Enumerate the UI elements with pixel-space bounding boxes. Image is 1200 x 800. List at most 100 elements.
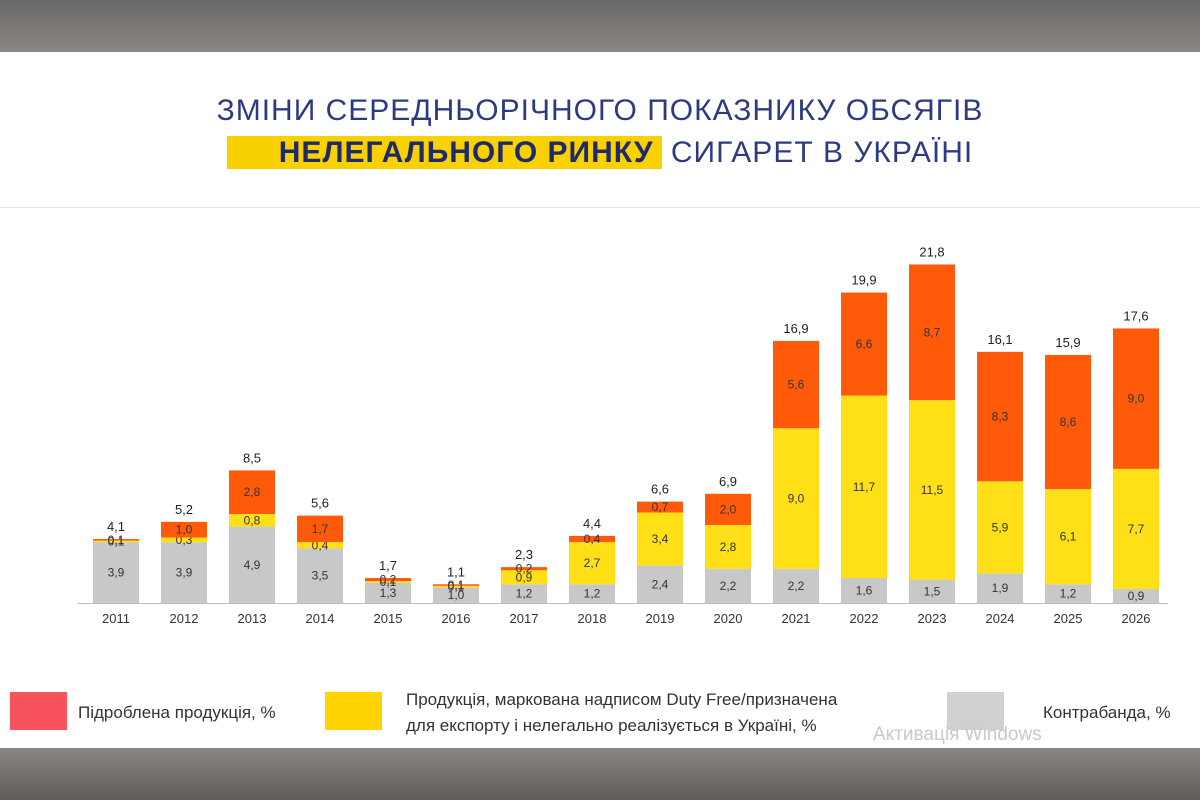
value-label-contraband-2018: 1,2: [584, 587, 601, 601]
value-label-counterfeit-2017: 0,2: [516, 562, 533, 576]
bar-segment-duty-free-2018: [569, 542, 615, 585]
bar-segment-counterfeit-2019: [637, 501, 683, 513]
total-label-2022: 19,9: [851, 273, 876, 288]
bar-segment-contraband-2026: [1113, 588, 1159, 603]
bar-segment-contraband-2016: [433, 587, 479, 603]
title-line1: ЗМІНИ СЕРЕДНЬОРІЧНОГО ПОКАЗНИКУ ОБСЯГІВ: [216, 94, 984, 127]
bar-segment-duty-free-2012: [161, 537, 207, 543]
value-label-contraband-2021: 2,2: [788, 579, 805, 593]
bar-segment-contraband-2023: [909, 579, 955, 603]
legend-label-duty-free-line1: Продукція, маркована надписом Duty Free/…: [406, 690, 838, 709]
value-label-contraband-2016: 1,0: [448, 588, 465, 602]
x-tick-label-2017: 2017: [510, 611, 539, 626]
value-label-contraband-2017: 1,2: [516, 587, 533, 601]
title-highlight: НЕЛЕГАЛЬНОГО РИНКУ: [226, 136, 662, 169]
value-label-duty-free-2023: 11,5: [921, 483, 944, 497]
x-tick-label-2013: 2013: [238, 611, 267, 626]
title-divider: [0, 207, 1200, 208]
x-tick-label-2024: 2024: [986, 611, 1015, 626]
value-label-contraband-2014: 3,5: [312, 569, 329, 583]
bar-segment-duty-free-2019: [637, 512, 683, 566]
value-label-counterfeit-2023: 8,7: [924, 325, 941, 339]
value-label-counterfeit-2016: 0,1: [448, 578, 465, 592]
total-label-2018: 4,4: [583, 516, 601, 531]
value-label-counterfeit-2026: 9,0: [1128, 392, 1145, 406]
bar-segment-contraband-2012: [161, 542, 207, 603]
value-label-counterfeit-2024: 8,3: [992, 410, 1009, 424]
bar-segment-counterfeit-2016: [433, 584, 479, 586]
value-label-contraband-2025: 1,2: [1060, 587, 1077, 601]
bar-segment-counterfeit-2015: [365, 578, 411, 582]
value-label-duty-free-2011: 0,1: [108, 534, 125, 548]
total-label-2015: 1,7: [379, 558, 397, 573]
value-label-duty-free-2017: 0,9: [516, 570, 533, 584]
bar-segment-counterfeit-2011: [93, 539, 139, 541]
value-label-counterfeit-2020: 2,0: [720, 502, 737, 516]
bar-segment-contraband-2019: [637, 565, 683, 603]
total-label-2024: 16,1: [987, 332, 1012, 347]
value-label-duty-free-2019: 3,4: [652, 532, 669, 546]
x-tick-label-2012: 2012: [170, 611, 199, 626]
bar-segment-contraband-2020: [705, 568, 751, 603]
bar-segment-contraband-2014: [297, 548, 343, 603]
legend-label-counterfeit: Підроблена продукція, %: [78, 703, 276, 722]
value-label-counterfeit-2022: 6,6: [856, 337, 873, 351]
total-label-2016: 1,1: [447, 564, 465, 579]
bar-segment-counterfeit-2012: [161, 521, 207, 538]
value-label-counterfeit-2019: 0,7: [652, 500, 669, 514]
value-label-duty-free-2026: 7,7: [1128, 522, 1145, 536]
x-tick-label-2016: 2016: [442, 611, 471, 626]
bar-segment-counterfeit-2026: [1113, 328, 1159, 469]
bar-segment-duty-free-2023: [909, 400, 955, 580]
value-label-contraband-2011: 3,9: [108, 566, 125, 580]
total-label-2014: 5,6: [311, 496, 329, 511]
total-label-2023: 21,8: [919, 244, 944, 259]
bar-segment-duty-free-2024: [977, 481, 1023, 574]
bar-segment-contraband-2015: [365, 582, 411, 603]
value-label-contraband-2012: 3,9: [176, 566, 193, 580]
bar-segment-contraband-2011: [93, 542, 139, 603]
total-label-2021: 16,9: [783, 321, 808, 336]
x-tick-label-2023: 2023: [918, 611, 947, 626]
bar-segment-duty-free-2011: [93, 540, 139, 543]
value-label-counterfeit-2025: 8,6: [1060, 415, 1077, 429]
bar-segment-duty-free-2021: [773, 428, 819, 569]
bar-segment-counterfeit-2024: [977, 351, 1023, 482]
bar-segment-duty-free-2016: [433, 585, 479, 588]
total-label-2026: 17,6: [1123, 308, 1148, 323]
total-label-2020: 6,9: [719, 474, 737, 489]
bar-segment-contraband-2021: [773, 568, 819, 603]
value-label-counterfeit-2015: 0,2: [380, 573, 397, 587]
value-label-duty-free-2018: 2,7: [584, 556, 601, 570]
bar-segment-counterfeit-2022: [841, 292, 887, 396]
x-tick-label-2018: 2018: [578, 611, 607, 626]
bar-segment-counterfeit-2025: [1045, 354, 1091, 490]
value-label-duty-free-2016: 0,1: [448, 580, 465, 594]
value-label-contraband-2015: 1,3: [380, 586, 397, 600]
bar-segment-counterfeit-2023: [909, 264, 955, 401]
value-label-counterfeit-2014: 1,7: [312, 522, 329, 536]
value-label-contraband-2024: 1,9: [992, 581, 1009, 595]
total-label-2011: 4,1: [107, 519, 125, 534]
x-tick-label-2022: 2022: [850, 611, 879, 626]
value-label-contraband-2019: 2,4: [652, 577, 669, 591]
value-label-contraband-2022: 1,6: [856, 584, 873, 598]
legend-label-contraband: Контрабанда, %: [1043, 703, 1171, 722]
value-label-duty-free-2020: 2,8: [720, 540, 737, 554]
legend-swatch-duty-free: [325, 692, 382, 730]
x-tick-label-2019: 2019: [646, 611, 675, 626]
bar-segment-contraband-2022: [841, 578, 887, 603]
bar-segment-counterfeit-2013: [229, 470, 275, 515]
bar-segment-duty-free-2014: [297, 542, 343, 549]
value-label-contraband-2026: 0,9: [1128, 589, 1145, 603]
value-label-duty-free-2022: 11,7: [853, 480, 876, 494]
bar-segment-counterfeit-2020: [705, 493, 751, 525]
bar-segment-duty-free-2017: [501, 570, 547, 585]
total-label-2017: 2,3: [515, 547, 533, 562]
value-label-duty-free-2021: 9,0: [788, 491, 805, 505]
bar-segment-duty-free-2026: [1113, 468, 1159, 589]
screen-top-band: [0, 0, 1200, 52]
value-label-duty-free-2024: 5,9: [992, 520, 1009, 534]
x-tick-label-2015: 2015: [374, 611, 403, 626]
